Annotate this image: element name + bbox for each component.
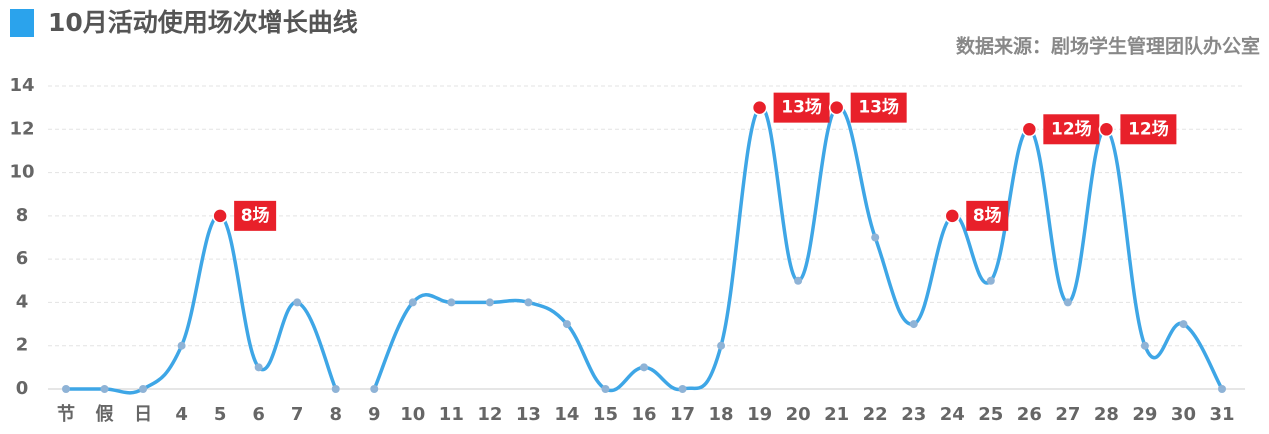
x-tick-label: 24	[940, 404, 965, 425]
data-label-box	[1043, 114, 1100, 145]
data-point	[100, 385, 109, 393]
x-tick-label: 31	[1209, 404, 1234, 425]
data-point	[293, 298, 302, 307]
y-tick-label: 0	[16, 378, 29, 399]
data-point	[139, 385, 148, 393]
y-tick-label: 4	[16, 291, 29, 312]
data-point	[370, 385, 379, 393]
data-label: 8场	[973, 206, 1002, 226]
data-point	[1140, 341, 1149, 350]
data-label-box	[773, 92, 830, 123]
x-tick-label: 20	[786, 404, 811, 425]
x-tick-label: 12	[477, 404, 502, 425]
y-tick-label: 10	[9, 162, 34, 183]
highlight-point	[828, 99, 845, 116]
data-point	[562, 320, 571, 329]
highlight-point	[751, 99, 768, 116]
chart-title: 10月活动使用场次增长曲线	[48, 8, 358, 37]
data-point	[62, 385, 70, 393]
highlight-point	[212, 208, 228, 224]
x-tick-label: 假	[96, 403, 115, 425]
data-label: 12场	[1128, 119, 1169, 139]
x-tick-label: 15	[593, 404, 618, 425]
x-tick-label: 21	[824, 404, 849, 425]
data-point	[1218, 385, 1226, 393]
y-tick-label: 2	[16, 335, 29, 356]
data-point	[909, 320, 918, 329]
x-tick-label: 日	[134, 404, 152, 425]
data-label-box	[966, 200, 1009, 231]
data-point	[1063, 298, 1072, 307]
x-tick-label: 23	[901, 404, 926, 425]
y-tick-label: 6	[16, 248, 29, 269]
x-tick-label: 29	[1132, 404, 1157, 425]
data-point	[601, 385, 610, 393]
x-tick-label: 26	[1017, 404, 1042, 425]
data-label: 12场	[1051, 119, 1092, 139]
data-point	[447, 298, 456, 307]
data-point	[331, 385, 340, 393]
data-point	[524, 298, 533, 307]
x-tick-label: 18	[709, 404, 734, 425]
x-tick-label: 16	[631, 404, 656, 425]
x-tick-label: 19	[747, 404, 772, 425]
y-tick-label: 12	[9, 118, 34, 139]
x-tick-label: 27	[1055, 404, 1080, 425]
x-tick-label: 25	[978, 404, 1003, 425]
highlight-point	[1021, 121, 1038, 138]
data-point	[640, 363, 648, 372]
x-tick-label: 17	[670, 404, 695, 425]
x-tick-label: 9	[368, 404, 381, 425]
data-point	[485, 298, 494, 307]
data-label: 13场	[781, 98, 822, 118]
source-note: 数据来源：剧场学生管理团队办公室	[956, 35, 1260, 58]
data-point	[408, 298, 417, 307]
data-label-box	[234, 200, 277, 231]
x-tick-label: 13	[516, 404, 541, 425]
data-point	[1179, 320, 1188, 329]
series-line	[372, 105, 1224, 393]
data-label-box	[1120, 114, 1177, 145]
data-label: 13场	[858, 98, 899, 118]
data-point	[986, 276, 995, 285]
x-tick-label: 4	[175, 404, 188, 425]
x-tick-label: 11	[439, 404, 464, 425]
data-point	[678, 385, 687, 393]
x-tick-label: 22	[863, 404, 888, 425]
x-tick-label: 10	[400, 404, 425, 425]
x-tick-label: 14	[554, 404, 579, 425]
x-tick-label: 30	[1171, 404, 1196, 425]
data-label-box	[850, 92, 907, 123]
data-point	[177, 341, 186, 350]
x-tick-label: 28	[1094, 404, 1119, 425]
x-tick-label: 6	[252, 404, 265, 425]
x-tick-label: 节	[57, 404, 75, 425]
highlight-point	[944, 208, 961, 224]
data-point	[871, 233, 880, 242]
x-tick-label: 7	[291, 404, 304, 425]
y-tick-label: 8	[16, 205, 29, 226]
x-tick-label: 8	[329, 404, 342, 425]
highlight-point	[1098, 121, 1115, 138]
data-point	[717, 341, 726, 350]
x-tick-label: 5	[214, 404, 227, 425]
data-point	[254, 363, 263, 372]
data-point	[794, 276, 803, 285]
title-icon	[10, 9, 34, 37]
data-label: 8场	[241, 206, 270, 226]
y-tick-label: 14	[9, 75, 34, 96]
